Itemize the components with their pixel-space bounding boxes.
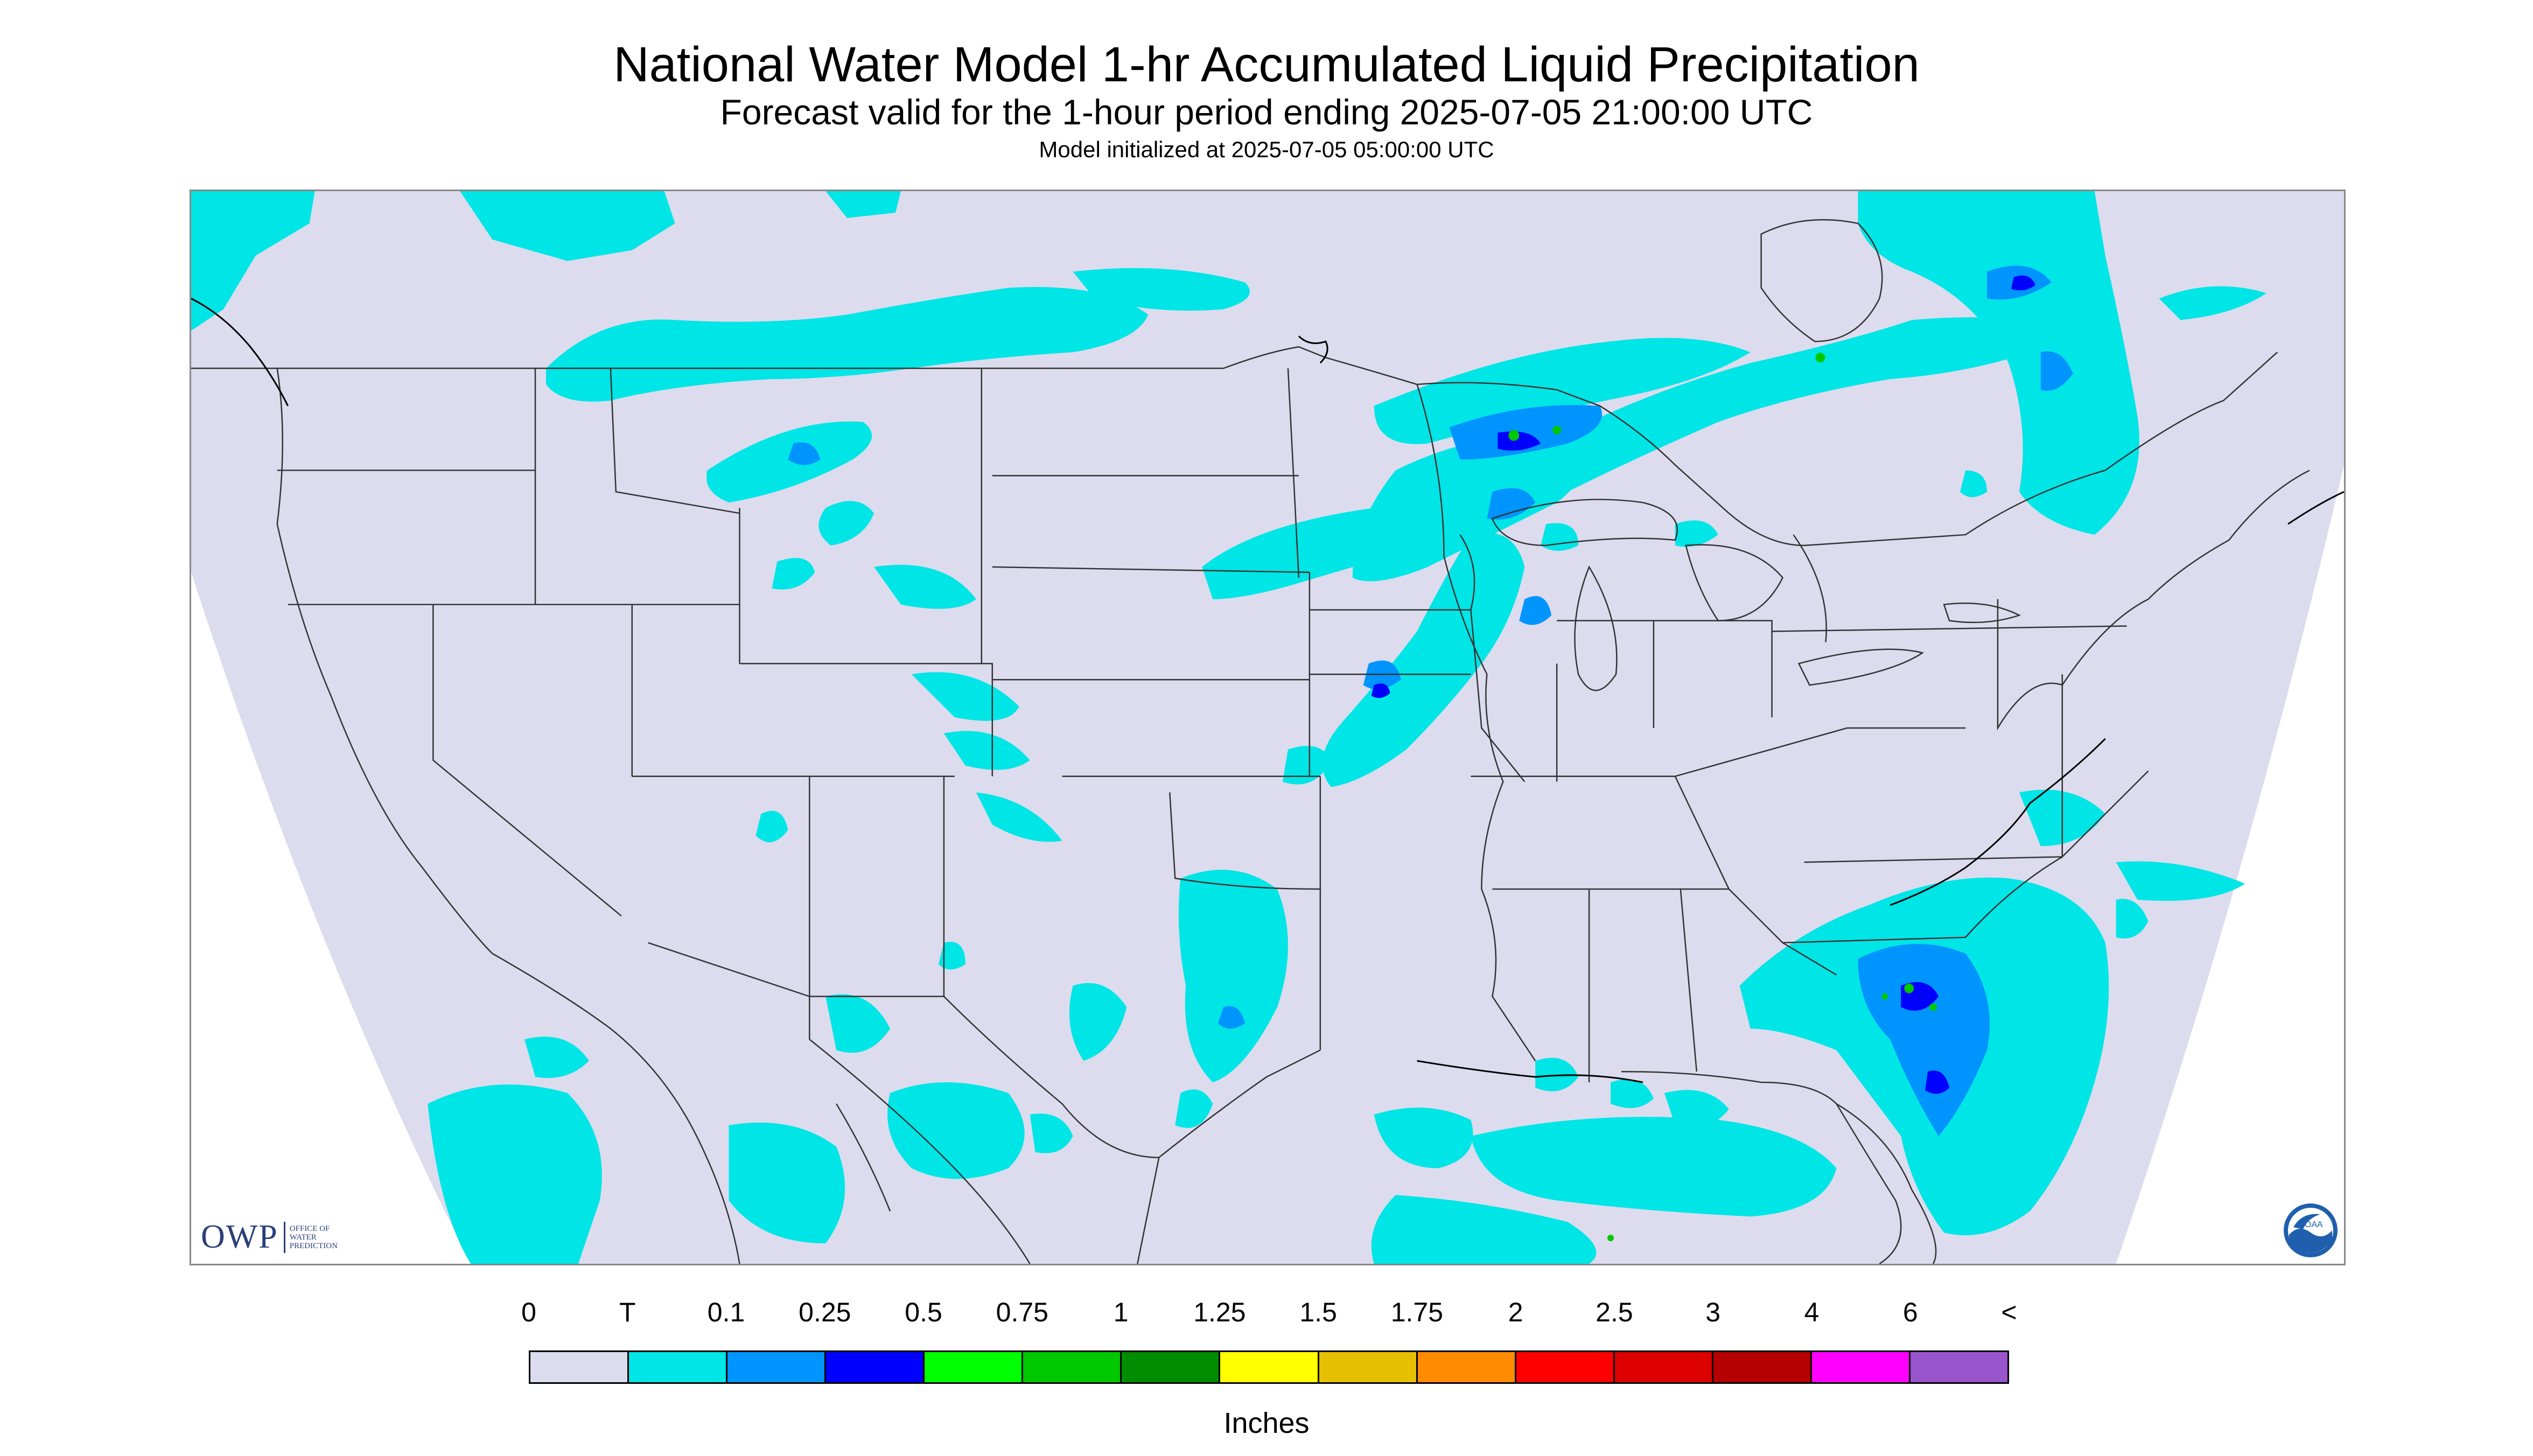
legend-swatch — [1811, 1352, 1911, 1382]
legend-units: Inches — [1223, 1407, 1310, 1439]
legend-label: 1.75 — [1390, 1297, 1444, 1327]
legend-label: T — [619, 1297, 636, 1327]
legend-swatch — [1220, 1352, 1319, 1382]
legend-swatch — [1614, 1352, 1713, 1382]
legend-swatch — [826, 1352, 925, 1382]
legend-swatch — [1910, 1352, 2007, 1382]
legend-swatch — [1122, 1352, 1221, 1382]
map-subtitle: Forecast valid for the 1-hour period end… — [720, 92, 1813, 132]
legend-label: 2.5 — [1596, 1297, 1633, 1327]
legend-label: 3 — [1705, 1297, 1721, 1327]
state-boundaries — [191, 219, 2310, 1264]
legend-label: 1.5 — [1299, 1297, 1337, 1327]
legend-label: 0.1 — [707, 1297, 745, 1327]
legend-swatch — [629, 1352, 728, 1382]
coastline-details — [191, 298, 2344, 1083]
legend-swatch — [925, 1352, 1024, 1382]
owp-logo-text: OWP — [201, 1219, 278, 1255]
legend-label: 0 — [521, 1297, 536, 1327]
precipitation-moderate-layer — [788, 265, 2073, 1136]
legend-label: 6 — [1902, 1297, 1918, 1327]
owp-logo-divider — [283, 1221, 285, 1253]
owp-logo: OWP OFFICE OF WATER PREDICTION — [201, 1218, 338, 1256]
legend-swatch — [1023, 1352, 1122, 1382]
model-init-text: Model initialized at 2025-07-05 05:00:00… — [1039, 137, 1494, 162]
map-title: National Water Model 1-hr Accumulated Li… — [613, 37, 1920, 92]
legend-swatch — [1516, 1352, 1615, 1382]
legend-label: 2 — [1508, 1297, 1523, 1327]
legend-swatch — [1713, 1352, 1812, 1382]
precipitation-intense-layer — [1508, 353, 1937, 1242]
noaa-seal-icon: NOAA — [2284, 1203, 2338, 1257]
legend-swatch — [1319, 1352, 1418, 1382]
legend-swatch — [1417, 1352, 1516, 1382]
legend-label: 0.5 — [905, 1297, 942, 1327]
legend-swatch — [530, 1352, 629, 1382]
noaa-logo-text: NOAA — [2298, 1220, 2323, 1229]
legend-label: < — [2001, 1297, 2017, 1327]
legend-label: 4 — [1804, 1297, 1820, 1327]
legend-label: 0.25 — [799, 1297, 851, 1327]
legend-colorbar — [529, 1350, 2009, 1384]
legend-label: 0.75 — [996, 1297, 1048, 1327]
legend-swatch — [727, 1352, 827, 1382]
map-canvas — [191, 191, 2344, 1264]
owp-logo-subtitle: OFFICE OF WATER PREDICTION — [289, 1224, 338, 1250]
legend-label: 1.25 — [1193, 1297, 1246, 1327]
legend-labels: 0 T 0.1 0.25 0.5 0.75 1 1.25 1.5 1.75 2 2.5 3 4 6 < — [0, 1297, 2533, 1334]
legend-label: 1 — [1113, 1297, 1129, 1327]
precipitation-map: OWP OFFICE OF WATER PREDICTION NOAA — [190, 190, 2346, 1265]
